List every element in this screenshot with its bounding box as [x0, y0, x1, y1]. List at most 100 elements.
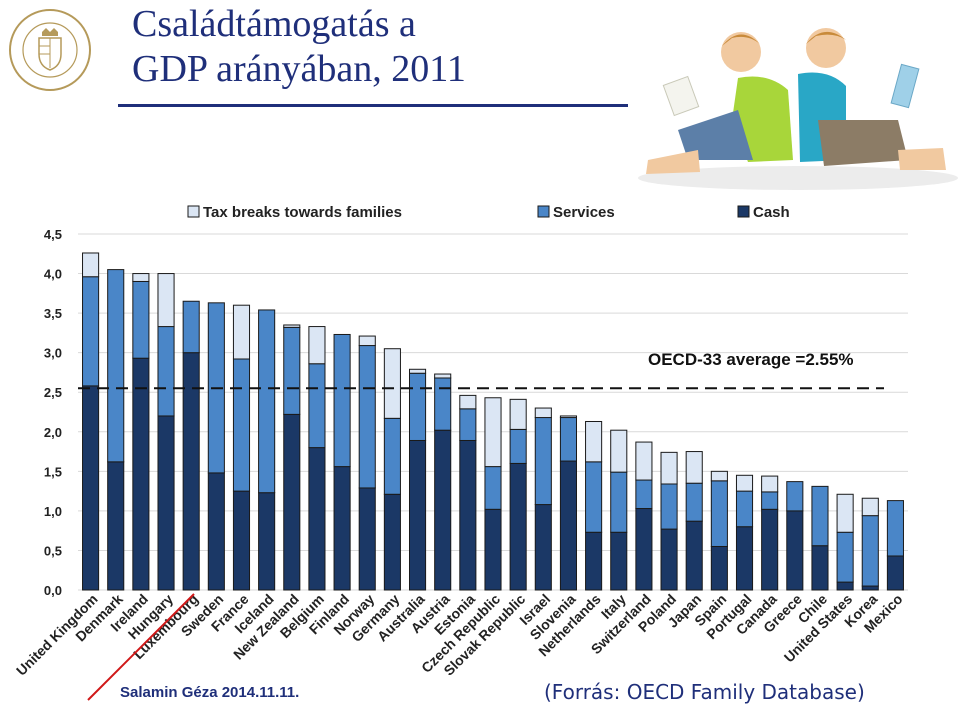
bar-services — [610, 471, 628, 533]
bar-cash — [886, 555, 904, 591]
bar-tax — [761, 475, 779, 493]
legend-swatch-tax — [187, 205, 200, 218]
bar-tax — [132, 273, 150, 282]
bar-services — [258, 309, 276, 494]
bar-cash — [534, 504, 552, 591]
bar-services — [585, 461, 603, 533]
bar-services — [811, 485, 829, 547]
bar-cash — [484, 508, 502, 591]
y-tick-label: 2,5 — [44, 385, 62, 400]
bar-cash — [585, 531, 603, 591]
author-date: Salamin Géza 2014.11.11. — [120, 684, 300, 701]
bar-services — [107, 269, 125, 463]
bar-services — [157, 326, 175, 417]
bar-cash — [610, 531, 628, 591]
bar-tax — [484, 397, 502, 468]
legend-label-services: Services — [553, 204, 615, 221]
bar-tax — [232, 304, 251, 360]
legend-label-cash: Cash — [753, 204, 790, 221]
bar-cash — [157, 415, 175, 591]
oecd-average-label: OECD-33 average =2.55% — [648, 350, 854, 369]
y-tick-label: 1,0 — [44, 504, 62, 519]
bar-cash — [333, 466, 351, 591]
bar-services — [333, 333, 351, 468]
bar-services — [484, 466, 502, 510]
central-bank-logo — [9, 9, 91, 91]
bar-services — [82, 276, 100, 387]
bar-tax — [610, 429, 628, 473]
bar-cash — [358, 487, 376, 591]
title-line-2: GDP arányában, 2011 — [132, 48, 466, 90]
bar-cash — [559, 460, 578, 591]
bar-cash — [761, 508, 779, 591]
bar-tax — [82, 252, 100, 278]
bar-services — [635, 479, 653, 510]
bar-services — [232, 358, 251, 492]
bar-tax — [434, 373, 452, 379]
bar-cash — [735, 526, 754, 591]
bar-services — [735, 490, 754, 528]
bar-tax — [534, 407, 552, 419]
y-tick-label: 4,0 — [44, 267, 62, 282]
bar-services — [836, 531, 854, 583]
bar-services — [182, 300, 200, 354]
bar-tax — [383, 348, 401, 419]
bar-tax — [585, 420, 603, 463]
bar-cash — [459, 439, 477, 591]
y-tick-label: 3,0 — [44, 346, 62, 361]
bar-services — [434, 377, 452, 431]
bar-cash — [836, 581, 854, 591]
bar-cash — [786, 510, 804, 591]
bar-services — [509, 428, 527, 464]
bar-cash — [207, 472, 225, 591]
bar-tax — [710, 470, 728, 482]
legend-swatch-services — [537, 205, 550, 218]
bar-services — [660, 483, 678, 530]
bar-cash — [434, 429, 452, 591]
bar-cash — [710, 545, 728, 591]
bar-cash — [861, 585, 879, 591]
bar-tax — [635, 441, 653, 481]
bar-tax — [157, 273, 175, 328]
bar-tax — [559, 415, 578, 419]
bar-tax — [283, 324, 301, 328]
y-tick-label: 2,0 — [44, 425, 62, 440]
hungary-highlight-line — [87, 593, 195, 701]
y-tick-label: 3,5 — [44, 306, 62, 321]
bar-services — [685, 482, 703, 522]
bar-services — [786, 481, 804, 512]
bar-tax — [836, 493, 854, 533]
bar-cash — [509, 462, 527, 591]
y-tick-label: 0,0 — [44, 583, 62, 598]
bar-tax — [509, 398, 527, 430]
bar-services — [283, 326, 301, 415]
bar-services — [408, 372, 427, 441]
y-tick-label: 1,5 — [44, 464, 62, 479]
bar-services — [861, 515, 879, 587]
legend-swatch-cash — [737, 205, 750, 218]
bar-services — [710, 480, 728, 547]
bar-cash — [132, 357, 150, 591]
bar-cash — [635, 508, 653, 591]
bar-tax — [685, 451, 703, 484]
bar-cash — [408, 439, 427, 591]
bar-services — [534, 417, 552, 506]
y-tick-label: 4,5 — [44, 227, 62, 242]
bar-cash — [283, 413, 301, 591]
bar-cash — [82, 385, 100, 591]
bar-cash — [685, 520, 703, 591]
bar-cash — [811, 545, 829, 591]
bar-tax — [735, 474, 754, 492]
bar-cash — [258, 492, 276, 591]
bar-cash — [308, 447, 326, 591]
source-note: (Forrás: OECD Family Database) — [544, 680, 865, 704]
bar-services — [761, 491, 779, 510]
bar-services — [886, 500, 904, 557]
bar-services — [358, 345, 376, 489]
children-reading-photo — [638, 28, 958, 190]
bar-cash — [383, 493, 401, 591]
y-tick-label: 0,5 — [44, 543, 62, 558]
bar-tax — [459, 394, 477, 410]
bar-services — [308, 363, 326, 449]
